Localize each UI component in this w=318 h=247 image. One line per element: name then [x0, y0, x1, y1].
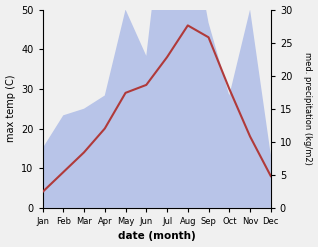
X-axis label: date (month): date (month): [118, 231, 196, 242]
Y-axis label: max temp (C): max temp (C): [5, 75, 16, 143]
Y-axis label: med. precipitation (kg/m2): med. precipitation (kg/m2): [303, 52, 313, 165]
